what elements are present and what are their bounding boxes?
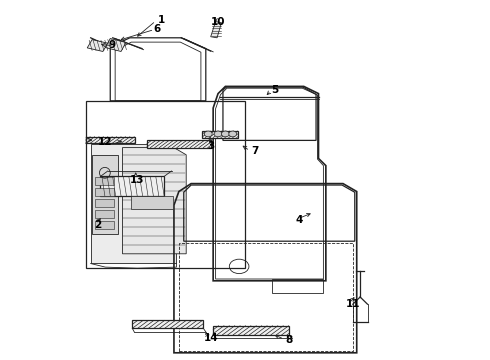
Circle shape: [214, 131, 222, 137]
Text: 1: 1: [158, 15, 165, 25]
Text: 6: 6: [153, 24, 160, 34]
Circle shape: [229, 131, 237, 137]
Text: 13: 13: [130, 175, 145, 185]
Bar: [202, 131, 238, 138]
Polygon shape: [92, 155, 118, 234]
Polygon shape: [91, 144, 176, 263]
Polygon shape: [87, 40, 108, 51]
Bar: [95, 188, 114, 196]
Text: 5: 5: [271, 85, 278, 95]
Text: 14: 14: [203, 333, 218, 343]
Bar: [132, 320, 203, 328]
Bar: [147, 140, 211, 148]
Text: 2: 2: [95, 220, 101, 230]
Text: 7: 7: [251, 146, 259, 156]
Polygon shape: [105, 39, 126, 51]
Bar: [213, 326, 289, 335]
Bar: [95, 199, 114, 207]
Bar: [95, 210, 114, 218]
Text: 11: 11: [345, 299, 360, 309]
Bar: [95, 177, 114, 185]
Text: 9: 9: [108, 40, 115, 50]
Circle shape: [204, 131, 212, 137]
Bar: [95, 221, 114, 229]
Text: 4: 4: [295, 215, 303, 225]
Text: 8: 8: [286, 335, 293, 345]
Text: 10: 10: [211, 17, 225, 27]
Bar: [131, 196, 173, 209]
Polygon shape: [211, 22, 221, 38]
Text: 12: 12: [98, 137, 113, 147]
Text: 3: 3: [207, 141, 214, 151]
Bar: [86, 137, 135, 143]
Polygon shape: [122, 148, 186, 254]
Polygon shape: [100, 176, 164, 196]
Circle shape: [221, 131, 229, 137]
